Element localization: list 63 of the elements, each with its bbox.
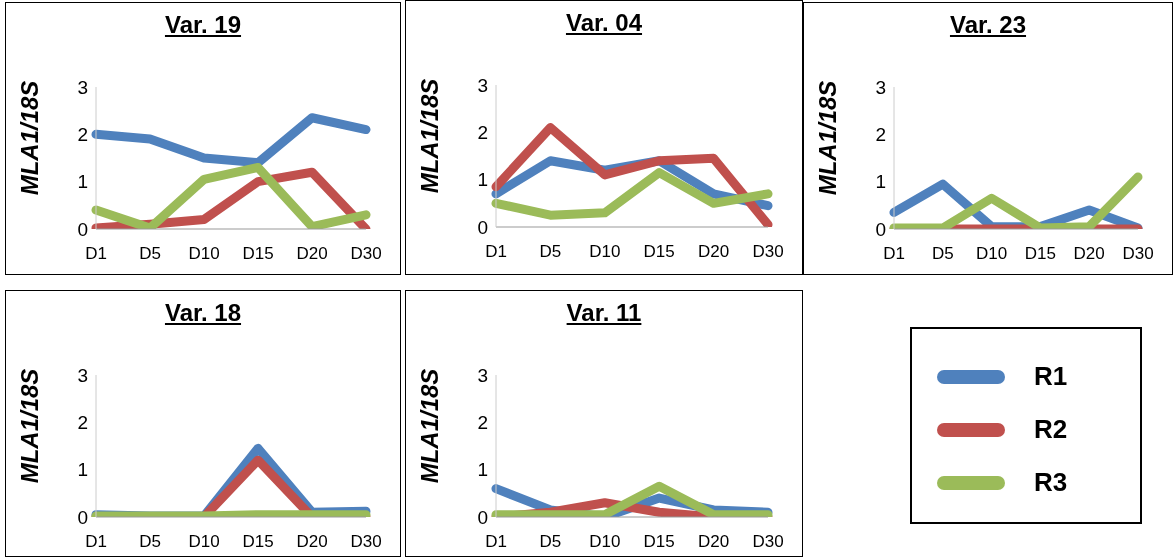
y-tick-label: 0	[77, 218, 88, 240]
y-axis-title: MLA1/18S	[416, 368, 444, 484]
y-tick-label: 0	[477, 216, 488, 238]
x-tick-label: D20	[698, 532, 730, 552]
legend-label: R2	[1034, 414, 1068, 445]
x-tick-label: D1	[85, 532, 107, 552]
y-tick-label: 2	[477, 412, 488, 434]
x-tick-label: D10	[188, 532, 220, 552]
y-axis-title: MLA1/18S	[16, 368, 44, 484]
x-tick-label: D20	[296, 244, 328, 264]
x-tick-label: D30	[752, 532, 784, 552]
y-tick-label: 1	[875, 171, 886, 193]
y-axis-title: MLA1/18S	[16, 80, 44, 196]
y-tick-label: 3	[477, 74, 488, 96]
y-tick-label: 2	[477, 122, 488, 144]
x-tick-label: D30	[1122, 244, 1154, 264]
y-tick-label: 1	[477, 169, 488, 191]
x-tick-label: D5	[139, 532, 161, 552]
y-tick-label: 2	[77, 412, 88, 434]
x-tick-label: D1	[85, 244, 107, 264]
x-tick-label: D5	[139, 244, 161, 264]
y-tick-label: 2	[875, 124, 886, 146]
y-tick-label: 1	[77, 459, 88, 481]
x-tick-label: D5	[931, 244, 954, 264]
x-tick-label: D1	[883, 244, 905, 264]
x-tick-label: D30	[752, 242, 784, 262]
x-tick-label: D10	[188, 244, 220, 264]
x-tick-label: D5	[539, 532, 562, 552]
y-axis-title: MLA1/18S	[814, 80, 842, 196]
x-tick-label: D5	[539, 242, 562, 262]
y-tick-label: 3	[875, 76, 886, 98]
legend-label: R1	[1034, 361, 1068, 392]
chart-title: Var. 19	[163, 11, 243, 39]
y-tick-label: 1	[77, 171, 88, 193]
legend-label: R3	[1034, 467, 1068, 498]
y-tick-label: 0	[875, 218, 886, 240]
chart-title: Var. 18	[163, 299, 243, 327]
y-tick-label: 1	[477, 459, 488, 481]
x-tick-label: D15	[1024, 244, 1056, 264]
y-tick-label: 3	[77, 364, 88, 386]
y-tick-label: 0	[477, 506, 488, 528]
y-tick-label: 2	[77, 124, 88, 146]
x-tick-label: D15	[242, 532, 274, 552]
x-tick-label: D15	[242, 244, 274, 264]
x-tick-label: D20	[698, 242, 730, 262]
x-tick-label: D10	[589, 532, 621, 552]
x-tick-label: D10	[589, 242, 621, 262]
x-tick-label: D20	[296, 532, 328, 552]
x-tick-label: D10	[976, 244, 1008, 264]
chart-title: Var. 11	[565, 299, 643, 327]
chart-title: Var. 23	[948, 11, 1028, 39]
x-tick-label: D15	[643, 242, 675, 262]
x-tick-label: D30	[350, 532, 382, 552]
y-axis-title: MLA1/18S	[416, 78, 444, 194]
x-tick-label: D15	[643, 532, 675, 552]
chart-title: Var. 04	[564, 9, 644, 37]
y-tick-label: 3	[477, 364, 488, 386]
y-tick-label: 3	[77, 76, 88, 98]
x-tick-label: D1	[485, 532, 507, 552]
x-tick-label: D20	[1073, 244, 1105, 264]
x-tick-label: D30	[350, 244, 382, 264]
x-tick-label: D1	[485, 242, 507, 262]
y-tick-label: 0	[77, 506, 88, 528]
